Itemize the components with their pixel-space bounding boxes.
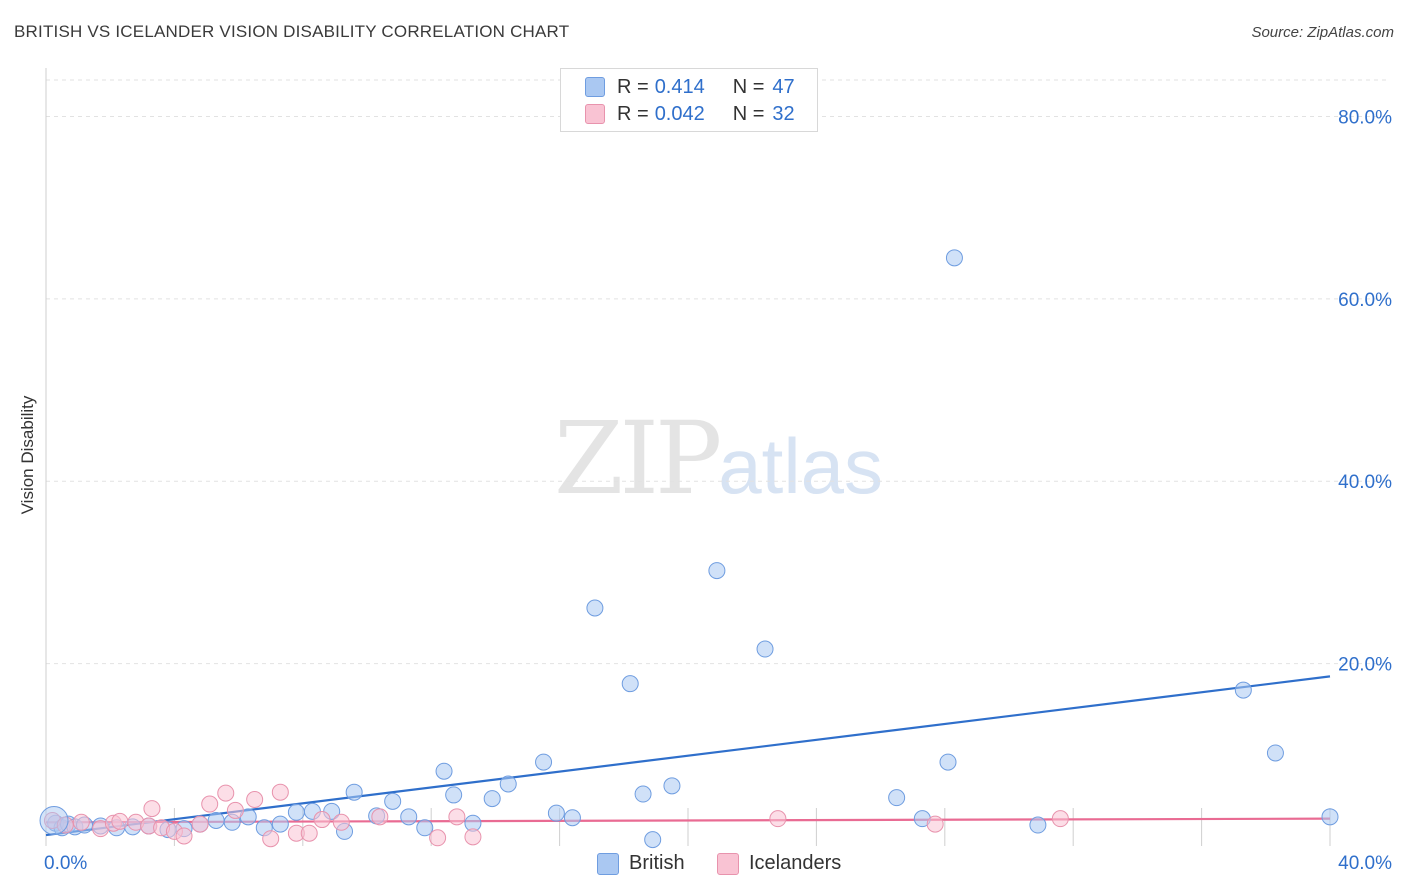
british-point [445,786,463,804]
british-point [563,809,581,827]
british-point [1029,816,1047,834]
british-point [416,819,434,837]
watermark-zip: ZIP [554,400,722,517]
british-trend-line [45,675,1331,837]
british-point [483,790,501,808]
british-point [1266,744,1284,762]
british-point [400,808,418,826]
icelanders-point [72,813,90,831]
legend-label-icelanders: Icelanders [749,852,842,874]
british-point [271,815,289,833]
british-point [945,249,963,267]
y-tick-label: 20.0% [1338,655,1392,676]
n-value: 47 [772,75,795,98]
icelanders-point [111,812,129,830]
icelanders-swatch [585,104,605,124]
british-point [756,640,774,658]
icelanders-point [926,815,944,833]
british-point [39,805,69,835]
r-value: 0.042 [654,102,705,125]
british-swatch [585,77,605,97]
british-point [939,753,957,771]
british-point [634,785,652,803]
stats-legend: R = 0.414 N = 47 R = 0.042 N = 32 [560,68,818,132]
british-point [708,562,726,580]
icelanders-point [429,829,447,847]
chart-title: BRITISH VS ICELANDER VISION DISABILITY C… [14,22,570,41]
legend-row-british: R = 0.414 N = 47 [585,74,795,100]
british-point [287,803,305,821]
watermark: ZIPatlas [554,400,883,517]
british-point [888,789,906,807]
r-label: R = [617,102,649,125]
british-point [499,775,517,793]
icelanders-point [313,811,331,829]
icelanders-point [246,790,264,808]
x-tick-label: 40.0% [1338,853,1392,874]
british-point [547,804,565,822]
british-point [621,675,639,693]
icelanders-point [332,813,350,831]
icelanders-swatch [717,852,739,875]
y-tick-label: 40.0% [1338,472,1392,493]
source-label: Source: ZipAtlas.com [1251,24,1394,41]
icelanders-point [371,808,389,826]
british-swatch [597,852,619,875]
y-axis-label: Vision Disability [18,395,37,515]
icelanders-point [300,824,318,842]
british-point [207,811,225,829]
icelanders-point [271,783,289,801]
x-tick-label: 0.0% [44,853,87,874]
icelanders-point [217,784,235,802]
data-points [39,249,1339,849]
n-label: N = [732,75,765,98]
british-point [435,762,453,780]
british-point [644,831,662,849]
icelanders-point [191,815,209,833]
icelanders-point [143,800,161,818]
icelanders-point [175,827,193,845]
axes [45,68,1331,846]
watermark-atlas: atlas [718,422,884,510]
icelanders-point [201,795,219,813]
icelanders-point [226,801,244,819]
y-tick-label: 60.0% [1338,290,1392,311]
tick-labels: 20.0% 40.0% 60.0% 80.0% 0.0% 40.0% [44,107,1392,874]
british-point [663,777,681,795]
y-tick-label: 80.0% [1338,107,1392,128]
n-value: 32 [772,102,795,125]
icelanders-point [1051,810,1069,828]
british-point [535,753,553,771]
series-legend: British Icelanders [0,852,1406,878]
icelanders-point [262,830,280,848]
r-label: R = [617,75,649,98]
legend-item-icelanders[interactable]: Icelanders [717,852,841,875]
icelanders-point [448,808,466,826]
r-value: 0.414 [654,75,705,98]
british-point [1321,808,1339,826]
british-point [345,783,363,801]
n-label: N = [732,102,765,125]
legend-label-british: British [629,852,685,874]
icelanders-point [464,828,482,846]
legend-item-british[interactable]: British [597,852,685,875]
icelanders-point [769,810,787,828]
legend-row-icelanders: R = 0.042 N = 32 [585,101,795,127]
british-point [384,792,402,810]
british-point [1234,681,1252,699]
british-point [586,599,604,617]
